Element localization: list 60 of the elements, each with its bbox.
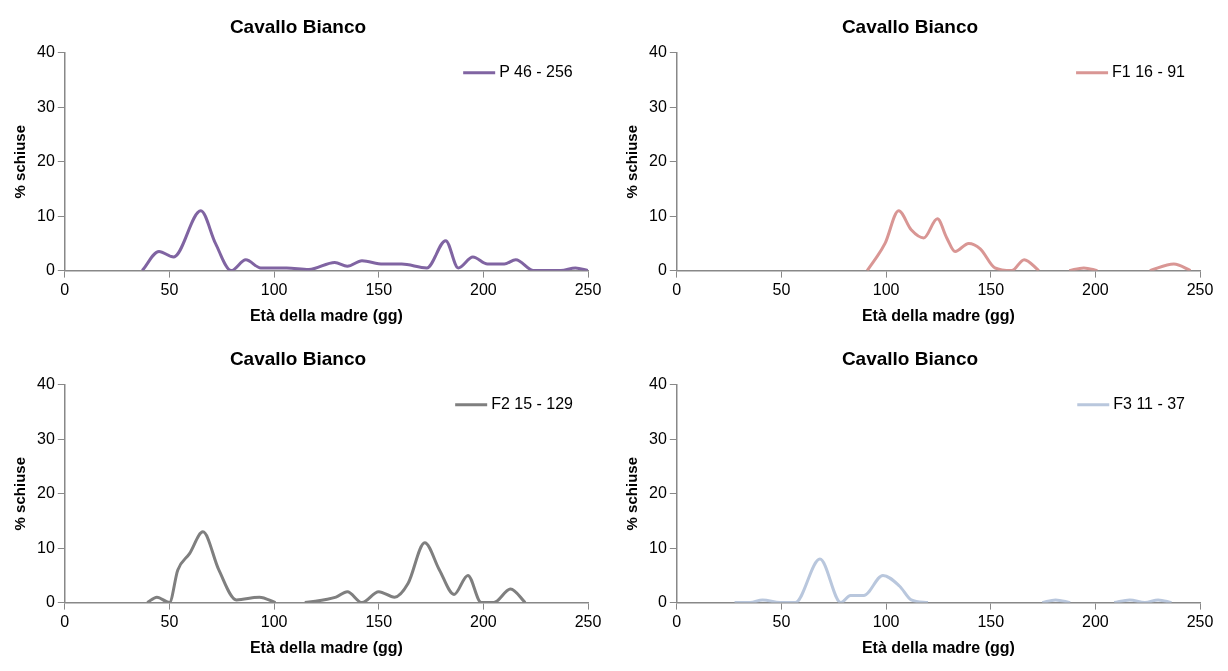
x-tick-label: 150 [365,612,393,630]
y-tick-label: 20 [649,484,667,502]
y-tick-label: 20 [37,484,55,502]
y-tick-label: 10 [37,206,55,224]
x-tick-label: 200 [1082,280,1109,298]
y-axis-title: % schiuse [11,125,29,199]
x-tick-label: 150 [977,280,1005,298]
y-tick-label: 20 [37,152,55,170]
y-tick-label: 0 [657,261,667,279]
y-tick-label: 40 [649,43,667,61]
legend-label: P 46 - 256 [499,63,573,81]
y-tick-label: 30 [649,97,667,115]
y-axis-title: % schiuse [623,457,641,531]
x-axis-title: Età della madre (gg) [861,306,1015,324]
x-tick-label: 250 [1186,612,1214,630]
x-tick-label: 200 [1082,612,1109,630]
x-tick-label: 250 [574,280,602,298]
y-tick-label: 0 [45,593,55,611]
x-tick-label: 50 [772,280,791,298]
y-tick-label: 10 [649,206,667,224]
x-tick-label: 100 [260,612,288,630]
legend-label: F3 11 - 37 [1113,395,1186,413]
legend-label: F2 15 - 129 [491,395,574,413]
x-tick-label: 100 [872,280,900,298]
x-tick-label: 50 [160,280,179,298]
chart-title: Cavallo Bianco [229,347,367,369]
chart-title: Cavallo Bianco [841,347,979,369]
y-tick-label: 30 [37,429,55,447]
x-tick-label: 200 [470,280,497,298]
y-tick-label: 10 [37,538,55,556]
x-tick-label: 250 [574,612,602,630]
y-tick-label: 40 [37,43,55,61]
y-tick-label: 0 [657,593,667,611]
x-tick-label: 0 [672,612,682,630]
chart-title: Cavallo Bianco [841,15,979,37]
y-tick-label: 30 [649,429,667,447]
x-axis-title: Età della madre (gg) [249,306,403,324]
x-tick-label: 100 [260,280,288,298]
y-axis-title: % schiuse [11,457,29,531]
y-axis-title: % schiuse [623,125,641,199]
x-tick-label: 150 [365,280,393,298]
x-tick-label: 250 [1186,280,1214,298]
x-tick-label: 50 [772,612,791,630]
x-tick-label: 0 [60,280,70,298]
x-axis-title: Età della madre (gg) [861,638,1015,656]
x-tick-label: 50 [160,612,179,630]
y-tick-label: 40 [37,375,55,393]
y-tick-label: 0 [45,261,55,279]
y-tick-label: 40 [649,375,667,393]
legend-label: F1 16 - 91 [1112,63,1186,81]
x-tick-label: 0 [60,612,70,630]
chart-title: Cavallo Bianco [229,15,367,37]
x-tick-label: 100 [872,612,900,630]
x-tick-label: 0 [672,280,682,298]
x-tick-label: 200 [470,612,497,630]
y-tick-label: 10 [649,538,667,556]
y-tick-label: 20 [649,152,667,170]
x-axis-title: Età della madre (gg) [249,638,403,656]
x-tick-label: 150 [977,612,1005,630]
y-tick-label: 30 [37,97,55,115]
